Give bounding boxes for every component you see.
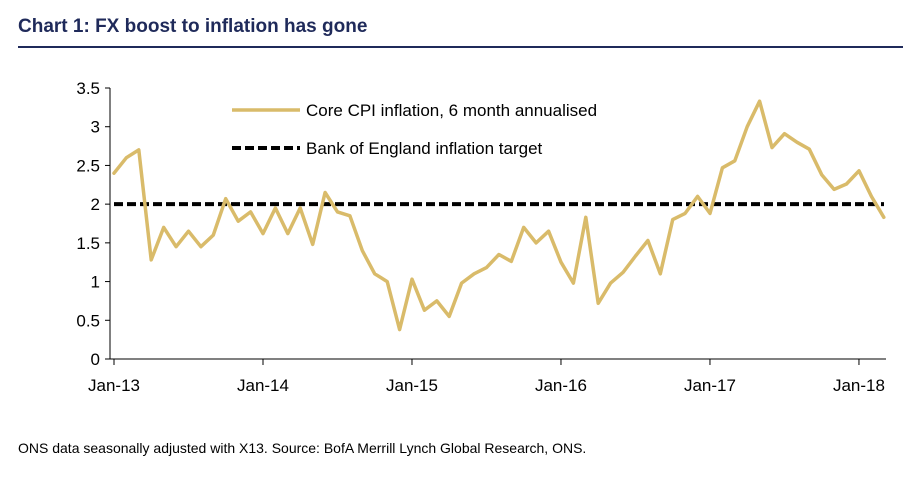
y-tick-label: 2 [91,195,100,214]
x-tick-label: Jan-13 [88,376,140,395]
legend-label-core-cpi: Core CPI inflation, 6 month annualised [306,101,597,120]
y-tick-label: 2.5 [76,156,100,175]
y-tick-label: 3 [91,118,100,137]
y-tick-label: 0 [91,350,100,369]
y-tick-label: 1.5 [76,234,100,253]
y-tick-label: 1 [91,273,100,292]
y-tick-label: 0.5 [76,311,100,330]
source-note: ONS data seasonally adjusted with X13. S… [18,440,587,456]
series-line-core-cpi [112,99,886,332]
title-divider [18,46,903,48]
x-tick-label: Jan-17 [684,376,736,395]
chart-title: Chart 1: FX boost to inflation has gone [18,16,368,37]
legend-label-boe-target: Bank of England inflation target [306,139,543,158]
y-tick-label: 3.5 [76,79,100,98]
x-tick-label: Jan-14 [237,376,289,395]
x-tick-label: Jan-15 [386,376,438,395]
x-tick-label: Jan-16 [535,376,587,395]
x-tick-label: Jan-18 [833,376,885,395]
